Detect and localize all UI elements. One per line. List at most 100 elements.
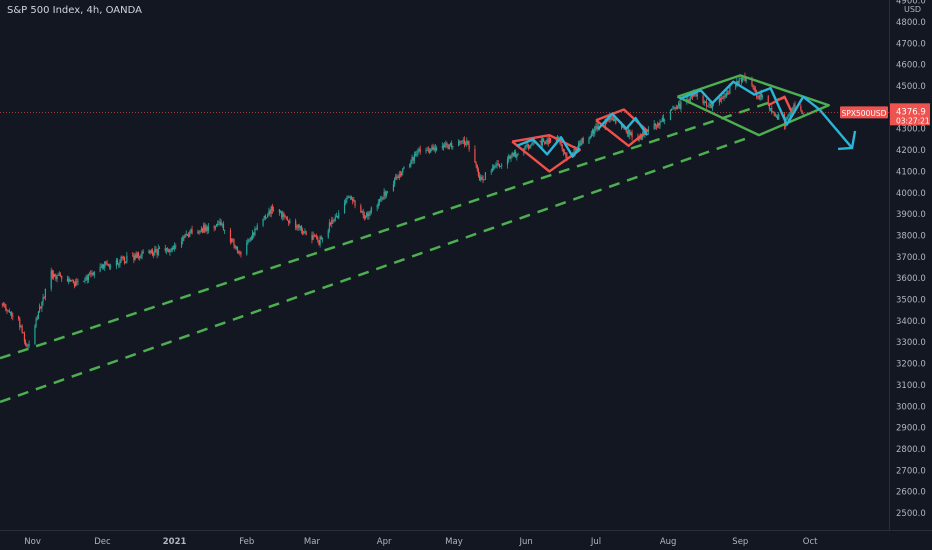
candle-body	[449, 142, 452, 145]
candle-body	[711, 101, 713, 109]
candle-body	[169, 250, 171, 253]
candle-body	[482, 179, 484, 180]
diamond-pattern-green[interactable]	[676, 74, 830, 137]
candle-body	[4, 304, 6, 306]
candle-body	[448, 144, 450, 150]
candle-body	[37, 311, 40, 319]
candle-body	[467, 140, 469, 144]
candle-body	[100, 267, 102, 268]
candle-body	[174, 245, 176, 250]
candle-body	[34, 326, 36, 344]
candle-body	[562, 149, 564, 153]
candle-body	[8, 310, 10, 313]
candle-body	[547, 139, 549, 144]
candle-body	[313, 235, 315, 237]
candle-body	[612, 119, 615, 121]
candle-body	[41, 301, 43, 309]
candle-body	[123, 256, 126, 264]
candle-body	[789, 113, 791, 115]
pattern-red[interactable]	[767, 95, 793, 113]
price-tag-value: 4376.9	[896, 107, 926, 117]
candle-body	[239, 252, 241, 254]
pattern-cyan[interactable]	[679, 80, 853, 149]
candle-body	[481, 177, 483, 180]
candle-body	[591, 130, 594, 134]
candle-body	[369, 212, 371, 214]
candle-body	[425, 150, 427, 152]
candle-body	[705, 101, 708, 106]
candle-body	[661, 118, 663, 122]
candle-body	[709, 103, 711, 105]
candle-body	[272, 209, 275, 211]
candle-body	[249, 237, 251, 240]
candle-body	[525, 145, 527, 147]
candle-body	[745, 78, 747, 82]
currency-label: USD	[904, 5, 921, 14]
candle-body	[134, 254, 136, 261]
price-axis[interactable]: 4900.04800.04700.04600.04500.04400.04300…	[896, 0, 926, 519]
candle-body	[215, 224, 218, 227]
candle-body	[710, 103, 712, 109]
candle-body	[726, 93, 729, 95]
candle-body	[574, 149, 576, 153]
candle-body	[501, 164, 503, 166]
candle-body	[12, 316, 14, 317]
candle-body	[197, 231, 199, 234]
candle-body	[353, 200, 355, 202]
candle-body	[392, 184, 395, 192]
candle-body	[787, 115, 789, 117]
candle-body	[200, 228, 202, 232]
candle-body	[187, 235, 190, 237]
pattern-red[interactable]	[511, 133, 581, 173]
pattern-red[interactable]	[595, 108, 649, 148]
candle-body	[512, 152, 514, 156]
time-tick-label: Sep	[732, 537, 748, 547]
pattern-cyan[interactable]	[597, 112, 649, 136]
candle-body	[151, 249, 154, 255]
candle-body	[38, 306, 41, 312]
time-tick-label: Mar	[304, 537, 321, 547]
candle-body	[121, 257, 123, 258]
candle-body	[400, 172, 403, 176]
candle-body	[73, 282, 76, 287]
candle-body	[265, 217, 268, 219]
candle-body	[132, 255, 134, 257]
candle-body	[462, 139, 464, 141]
candle-body	[282, 213, 284, 218]
candle-body	[532, 141, 534, 144]
candle-body	[802, 113, 804, 114]
candle-body	[71, 280, 73, 281]
candle-body	[565, 153, 567, 155]
candle-body	[229, 230, 232, 242]
candle-body	[382, 197, 384, 200]
chart-legend-title[interactable]: S&P 500 Index, 4h, OANDA	[7, 5, 142, 16]
pattern-cyan[interactable]	[516, 136, 581, 158]
candle-body	[120, 257, 122, 262]
price-tick-label: 2500.0	[896, 509, 926, 519]
last-price-badge: SPX500USD 4376.903:27:21	[0, 103, 930, 126]
candle-body	[475, 162, 477, 165]
candle-body	[704, 101, 706, 103]
trend-channel-line[interactable]	[0, 95, 788, 360]
candle-body	[300, 226, 303, 231]
candle-body	[246, 242, 248, 255]
candle-body	[232, 238, 234, 240]
candle-body	[27, 345, 29, 347]
candle-body	[498, 164, 500, 167]
candle-body	[786, 116, 788, 120]
candle-body	[327, 230, 329, 238]
time-axis[interactable]: Nov Dec 2021 Feb Mar Apr May Jun Jul Aug Sep Oct	[24, 537, 818, 547]
candle-body	[376, 205, 378, 208]
candle-body	[737, 80, 739, 84]
candle-body	[150, 249, 152, 254]
candle-body	[590, 133, 592, 137]
candle-body	[42, 297, 44, 302]
candle-body	[517, 153, 519, 155]
candle-body	[141, 251, 143, 257]
candle-body	[182, 237, 184, 242]
candle-body	[659, 122, 661, 126]
candle-body	[126, 255, 128, 262]
projection-arrowhead	[837, 130, 857, 151]
candle-body	[413, 154, 415, 161]
